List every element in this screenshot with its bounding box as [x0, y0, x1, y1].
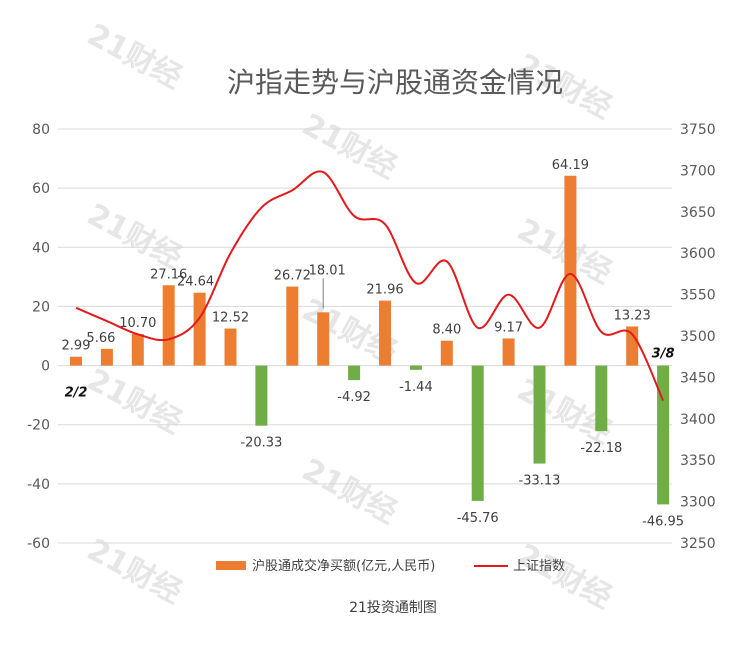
bar	[255, 365, 268, 426]
left-tick-label: 0	[41, 359, 50, 375]
watermark-text: 21财经	[81, 17, 187, 96]
bar-data-label: 2.99	[62, 339, 91, 354]
bar-data-label: -1.44	[399, 380, 433, 395]
bar-data-label: 9.17	[494, 320, 523, 335]
category-label-last: 3/8	[652, 347, 675, 362]
bar	[471, 365, 484, 501]
legend-line-label: 上证指数	[513, 559, 565, 574]
bar-data-label: -45.76	[457, 511, 499, 526]
bar	[162, 285, 175, 366]
right-tick-label: 3600	[680, 246, 716, 262]
bar-data-label: -33.13	[519, 474, 561, 489]
right-tick-label: 3450	[680, 370, 716, 386]
bar	[502, 338, 515, 366]
bar	[224, 328, 237, 366]
right-tick-label: 3300	[680, 495, 716, 511]
bar-data-label: -22.18	[580, 441, 622, 456]
left-axis-ticks: 80 60 40 20 0 -20 -40 -60	[27, 122, 50, 552]
category-label-first: 2/2	[65, 386, 88, 401]
bar	[131, 333, 144, 366]
bar-data-label: 8.40	[432, 323, 461, 338]
bar-data-label: 21.96	[366, 283, 403, 298]
right-tick-label: 3250	[680, 536, 716, 552]
bar-data-label: 27.16	[150, 267, 187, 282]
bar-data-label: 26.72	[274, 269, 311, 284]
right-axis-ticks: 3750 3700 3650 3600 3550 3500 3450 3400 3350 3300…	[680, 122, 716, 552]
bar	[595, 365, 608, 432]
bar-data-label: 24.64	[177, 275, 214, 290]
left-tick-label: 60	[32, 181, 50, 197]
legend-bar-swatch	[216, 561, 246, 570]
bar	[626, 326, 639, 366]
left-tick-label: 80	[32, 122, 50, 138]
watermark-text: 21财经	[81, 197, 187, 276]
bar-series	[70, 175, 670, 505]
bar	[409, 365, 422, 370]
bar-data-label: 13.23	[614, 308, 651, 323]
right-tick-label: 3550	[680, 288, 716, 304]
chart-title: 沪指走势与沪股通资金情况	[227, 66, 563, 99]
left-tick-label: -40	[27, 477, 50, 493]
watermark-text: 21财经	[511, 537, 617, 616]
bar	[286, 286, 299, 366]
bar-data-label: 64.19	[552, 158, 589, 173]
bar-data-label: -4.92	[337, 390, 371, 405]
index-line	[75, 170, 665, 402]
right-tick-label: 3700	[680, 163, 716, 179]
bar	[564, 175, 577, 366]
legend-bar-label: 沪股通成交净买额(亿元,人民币)	[252, 558, 435, 574]
bar-data-label: 18.01	[309, 263, 346, 278]
bar-data-label: 5.66	[86, 331, 115, 346]
right-tick-label: 3350	[680, 453, 716, 469]
bar-data-label: -46.95	[642, 514, 684, 529]
watermark-text: 21财经	[296, 452, 402, 531]
bar	[348, 365, 361, 381]
right-tick-label: 3750	[680, 122, 716, 138]
bar	[70, 356, 82, 366]
watermark-text: 21财经	[81, 532, 187, 611]
bar	[193, 292, 206, 366]
bar	[379, 300, 391, 366]
left-tick-label: 40	[32, 240, 50, 256]
watermark-text: 21财经	[81, 362, 187, 441]
bar	[440, 340, 453, 366]
bar-data-labels: 2.995.6610.7027.1624.6412.52-20.3326.721…	[62, 158, 685, 530]
bar	[657, 365, 670, 505]
left-tick-label: -20	[27, 418, 50, 434]
gridlines	[58, 128, 672, 544]
left-tick-label: 20	[32, 299, 50, 315]
right-tick-label: 3650	[680, 205, 716, 221]
right-tick-label: 3400	[680, 412, 716, 428]
bar-data-label: 12.52	[212, 311, 249, 326]
right-tick-label: 3500	[680, 329, 716, 345]
bar	[533, 365, 546, 464]
legend: 沪股通成交净买额(亿元,人民币) 上证指数	[216, 558, 565, 574]
bar-data-label: 10.70	[119, 316, 156, 331]
left-tick-label: -60	[27, 536, 50, 552]
bar	[100, 348, 113, 366]
source-caption: 21投资通制图	[349, 600, 437, 616]
bar	[317, 312, 330, 366]
bar-data-label: -20.33	[240, 436, 282, 451]
